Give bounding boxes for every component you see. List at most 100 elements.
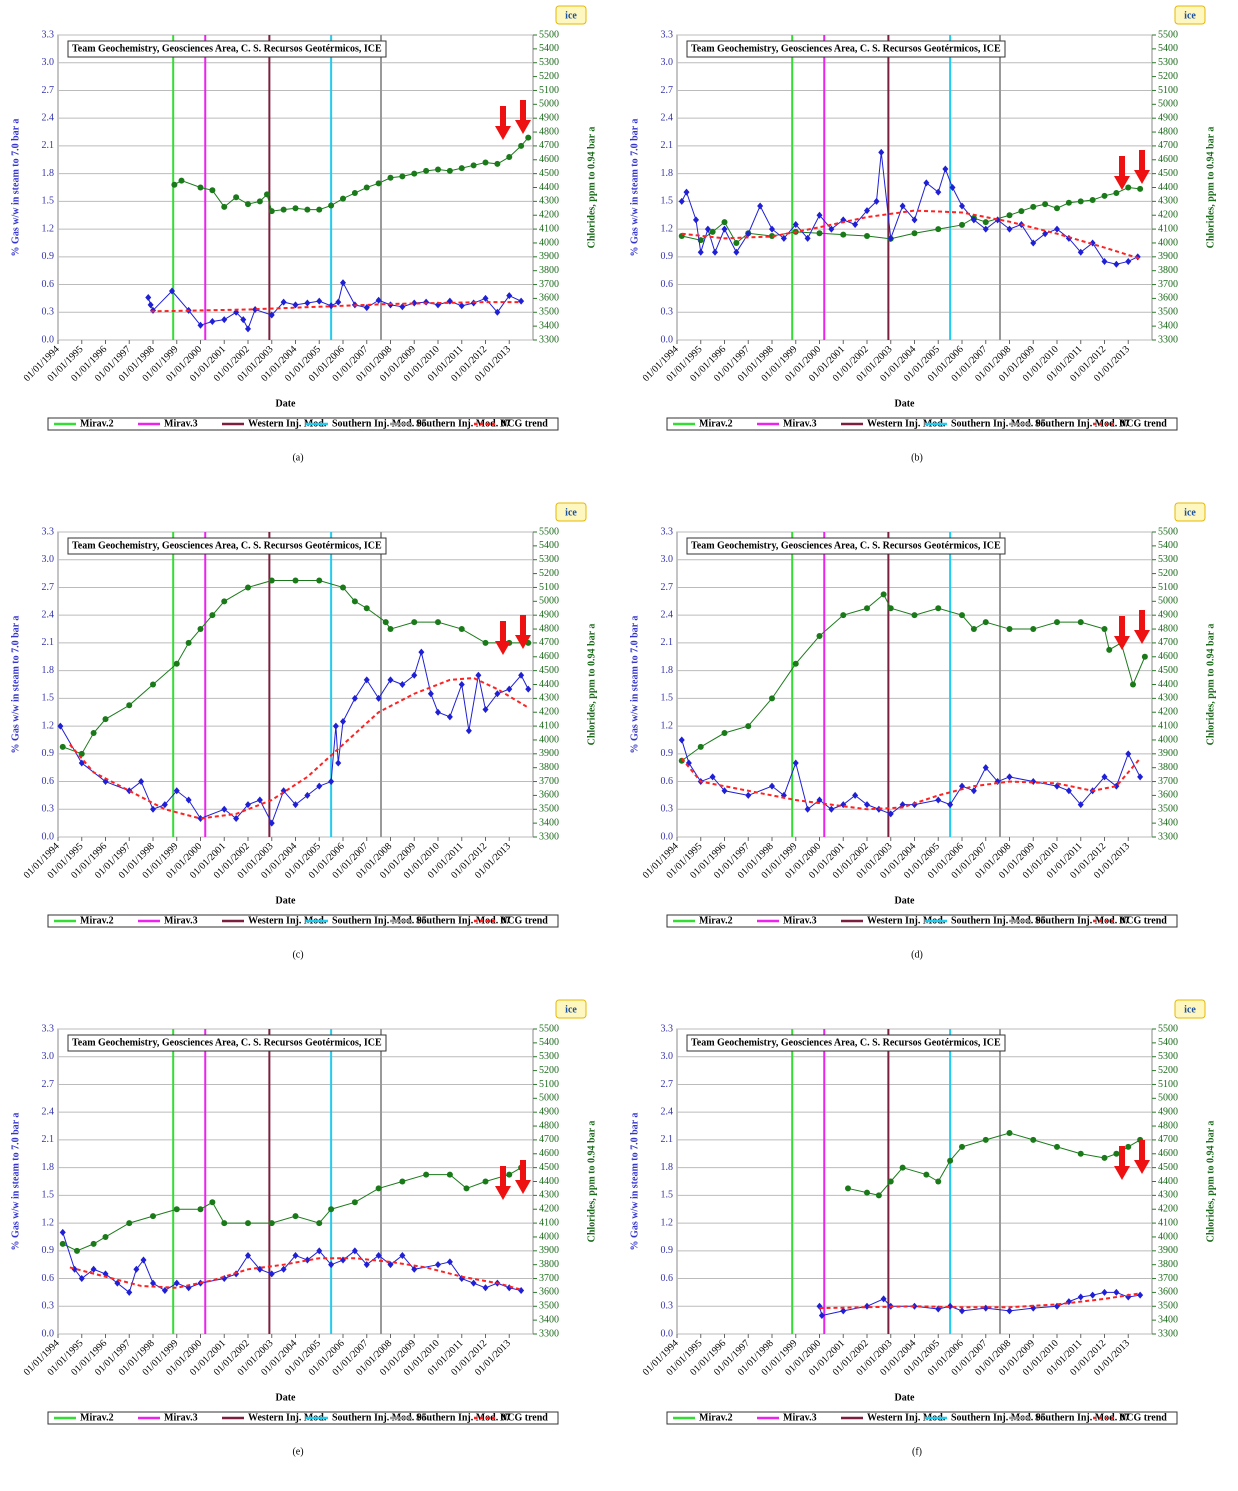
chlorides-point — [911, 612, 918, 619]
chlorides-point — [840, 612, 847, 619]
gas-point — [1077, 248, 1084, 256]
gas-point — [256, 1265, 263, 1273]
chlorides-point — [209, 187, 216, 194]
y-tick-label: 0.9 — [42, 748, 55, 759]
legend-label: Western Inj. Mod. — [248, 1412, 327, 1423]
trend-line — [680, 757, 1141, 811]
gas-point — [221, 316, 228, 324]
legend-label: Southern Inj. Mod. 07 — [1035, 418, 1130, 429]
y2-tick-label: 5000 — [1158, 99, 1178, 110]
y-tick-label: 3.3 — [42, 526, 55, 537]
gas-point — [57, 722, 64, 730]
y2-tick-label: 4700 — [539, 637, 559, 648]
chlorides-point — [375, 1185, 382, 1192]
y-tick-label: 0.3 — [42, 804, 55, 815]
gas-point — [138, 778, 145, 786]
gas-point — [185, 796, 192, 804]
chlorides-point — [721, 730, 728, 737]
y2-tick-label: 3300 — [539, 334, 559, 345]
y2-axis-label: Chlorides, ppm to 0.94 bar a — [1205, 127, 1216, 249]
gas-point — [1077, 801, 1084, 809]
gas-point — [683, 188, 690, 196]
chlorides-point — [411, 619, 418, 626]
gas-point — [140, 1256, 147, 1264]
y2-tick-label: 3600 — [539, 790, 559, 801]
chlorides-point — [1030, 626, 1037, 633]
highlight-arrow — [515, 1160, 531, 1194]
chlorides-point — [221, 203, 228, 210]
chlorides-point — [816, 632, 823, 639]
gas-point — [804, 234, 811, 242]
legend-label: Southern Inj. Mod. 07 — [1035, 915, 1130, 926]
y2-tick-label: 3400 — [1158, 1314, 1178, 1325]
y2-tick-label: 4200 — [1158, 210, 1178, 221]
gas-point — [494, 690, 501, 698]
gas-point — [399, 681, 406, 688]
y2-tick-label: 3800 — [539, 265, 559, 276]
gas-point — [340, 717, 346, 725]
y2-tick-label: 4700 — [1158, 140, 1178, 151]
gas-point — [197, 815, 204, 823]
legend-label: Western Inj. Mod. — [867, 1412, 946, 1423]
legend-label: NCG trend — [500, 915, 548, 926]
gas-point — [697, 248, 704, 256]
y2-tick-label: 3500 — [1158, 1301, 1178, 1312]
y2-tick-label: 5100 — [1158, 582, 1178, 593]
gas-point — [733, 248, 740, 256]
gas-point — [465, 727, 472, 735]
plot-area — [57, 1028, 534, 1335]
y2-tick-label: 5000 — [539, 596, 559, 607]
y-tick-label: 0.9 — [42, 251, 55, 262]
y-tick-label: 1.5 — [661, 196, 674, 207]
gas-point — [852, 791, 859, 799]
chlorides-point — [292, 205, 299, 212]
y-tick-label: 1.2 — [42, 223, 55, 234]
chlorides-point — [864, 605, 870, 612]
chlorides-point — [880, 591, 887, 598]
y2-tick-label: 4600 — [1158, 154, 1178, 165]
chlorides-point — [185, 639, 192, 646]
gas-point — [1006, 1307, 1013, 1315]
gas-point — [1065, 787, 1072, 795]
gas-point — [506, 1284, 513, 1292]
gas-point — [102, 1270, 109, 1278]
logo-box — [1174, 999, 1206, 1019]
gas-point — [475, 671, 482, 679]
gas-point — [709, 773, 716, 781]
gas-point — [71, 1265, 78, 1273]
legend-label: Southern Inj. Mod. 05 — [332, 915, 427, 926]
gas-point — [150, 1279, 156, 1287]
chlorides-point — [280, 206, 287, 213]
y2-tick-label: 4500 — [1158, 168, 1178, 179]
chlorides-point — [90, 1240, 97, 1247]
chlorides-point — [1030, 203, 1037, 210]
highlight-arrow — [1134, 610, 1150, 644]
chlorides-point — [982, 219, 989, 226]
x-axis-label: Date — [895, 895, 916, 906]
gas-point — [678, 736, 685, 744]
y2-tick-label: 4100 — [539, 223, 559, 234]
title-box — [686, 40, 1006, 58]
gas-point — [1089, 1291, 1096, 1299]
y2-tick-label: 4000 — [1158, 1231, 1178, 1242]
gas-point — [316, 297, 323, 305]
y2-tick-label: 5500 — [1158, 1023, 1178, 1034]
legend-label: Southern Inj. Mod. 07 — [1035, 1412, 1130, 1423]
y-tick-label: 0.0 — [661, 334, 674, 345]
chlorides-point — [875, 1192, 882, 1199]
y2-tick-label: 3800 — [1158, 265, 1178, 276]
legend-label: Western Inj. Mod. — [867, 418, 946, 429]
gas-point — [959, 782, 965, 790]
chlorides-point — [506, 1171, 513, 1178]
logo: ice — [565, 1004, 577, 1015]
y2-tick-label: 4200 — [539, 707, 559, 718]
gas-point — [458, 681, 465, 688]
gas-point — [482, 294, 489, 302]
chlorides-point — [887, 605, 894, 612]
legend-box — [47, 914, 559, 928]
y-tick-label: 0.0 — [42, 1328, 55, 1339]
gas-point — [102, 778, 109, 786]
chlorides-point — [316, 577, 323, 584]
y2-tick-label: 4900 — [1158, 112, 1178, 123]
gas-point — [245, 325, 251, 333]
